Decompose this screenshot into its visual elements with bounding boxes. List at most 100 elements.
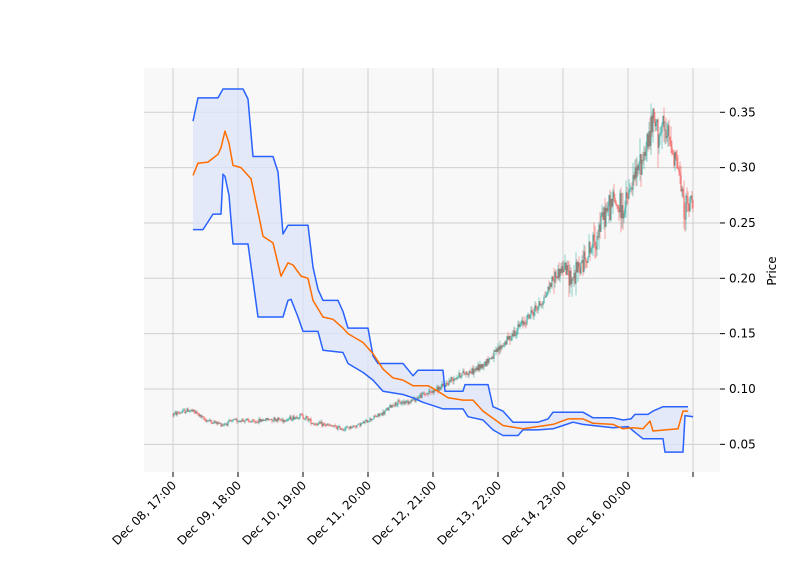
candle-body — [176, 412, 178, 416]
candle-body — [348, 427, 350, 429]
candle-body — [617, 205, 619, 209]
candle-body — [526, 315, 528, 325]
candle-body — [303, 417, 305, 420]
candle-body — [425, 394, 427, 395]
candle-body — [261, 419, 263, 422]
candle-body — [302, 414, 304, 418]
candle-body — [686, 195, 688, 198]
candle-body — [263, 419, 265, 421]
candle-body — [417, 397, 419, 399]
y-tick-label: 0.20 — [729, 271, 756, 285]
y-tick-label: 0.25 — [729, 216, 756, 230]
candle-body — [339, 426, 341, 430]
candle-body — [238, 420, 240, 422]
candle-body — [356, 425, 358, 428]
candle-body — [562, 266, 564, 273]
candle-body — [289, 416, 291, 419]
candle-body — [684, 218, 686, 220]
candle-body — [358, 423, 360, 425]
candle-body — [290, 416, 292, 421]
candle-body — [331, 425, 333, 427]
candle-body — [469, 371, 471, 374]
candle-body — [514, 330, 516, 336]
candle-body — [231, 420, 233, 422]
candle-body — [576, 261, 578, 273]
candle-body — [460, 376, 462, 378]
candle-body — [318, 422, 320, 424]
candle-body — [283, 419, 285, 422]
candle-body — [361, 423, 363, 424]
candle-body — [550, 283, 552, 287]
candle-body — [441, 383, 443, 388]
candle-body — [403, 401, 405, 404]
candle-body — [338, 426, 340, 427]
candle-body — [385, 409, 387, 411]
candle-body — [284, 419, 286, 422]
candle-body — [508, 335, 510, 340]
candle-body — [224, 424, 226, 425]
candle-body — [540, 304, 542, 306]
candle-body — [677, 168, 679, 169]
candle-body — [366, 419, 368, 423]
candle-body — [433, 388, 435, 393]
candle-body — [603, 207, 605, 220]
candle-body — [627, 198, 629, 199]
candle-body — [551, 276, 553, 287]
candle-body — [241, 419, 243, 422]
candlesticks — [172, 103, 694, 432]
candle-body — [240, 420, 242, 422]
candle-body — [195, 411, 197, 413]
candle-body — [663, 115, 665, 130]
candle-body — [253, 420, 255, 422]
candle-body — [494, 350, 496, 352]
candle-body — [219, 422, 221, 424]
candle-body — [282, 419, 284, 422]
candle-body — [518, 324, 520, 328]
candle-body — [451, 377, 453, 380]
candle-body — [300, 414, 302, 415]
bollinger-bands — [192, 88, 694, 453]
candle-body — [641, 159, 643, 175]
candle-body — [670, 140, 672, 147]
candle-body — [613, 191, 615, 198]
lower-band-line — [193, 173, 694, 453]
candle-body — [629, 188, 631, 190]
candle-body — [208, 420, 210, 422]
candle-body — [458, 372, 460, 377]
candle-body — [643, 152, 645, 161]
candle-body — [249, 421, 251, 423]
candle-body — [579, 267, 581, 274]
candle-body — [266, 417, 268, 420]
candle-body — [505, 341, 507, 345]
candle-body — [507, 336, 509, 340]
candle-body — [634, 167, 636, 180]
candle-body — [410, 399, 412, 403]
candle-body — [280, 419, 282, 421]
candle-body — [352, 425, 354, 428]
candle-body — [582, 260, 584, 272]
candle-body — [611, 199, 613, 207]
candle-body — [330, 425, 332, 426]
candle-body — [478, 364, 480, 371]
candle-body — [382, 411, 384, 416]
candle-body — [455, 378, 457, 379]
candle-body — [606, 208, 608, 212]
candle-body — [232, 419, 234, 421]
candle-body — [654, 118, 656, 127]
x-tick-label: Dec 14, 23:00 — [499, 478, 569, 548]
candle-body — [377, 413, 379, 417]
candle-body — [201, 416, 203, 418]
y-tick-label: 0.30 — [729, 161, 756, 175]
candle-body — [620, 193, 622, 219]
candle-body — [659, 132, 661, 135]
candle-body — [349, 426, 351, 429]
candle-body — [351, 427, 353, 429]
candle-body — [230, 420, 232, 422]
x-tick-label: Dec 10, 19:00 — [239, 478, 309, 548]
candle-body — [428, 390, 430, 394]
candle-body — [661, 124, 663, 133]
candle-body — [597, 236, 599, 238]
candle-body — [227, 421, 229, 426]
candle-body — [285, 420, 287, 422]
candle-body — [335, 425, 337, 428]
